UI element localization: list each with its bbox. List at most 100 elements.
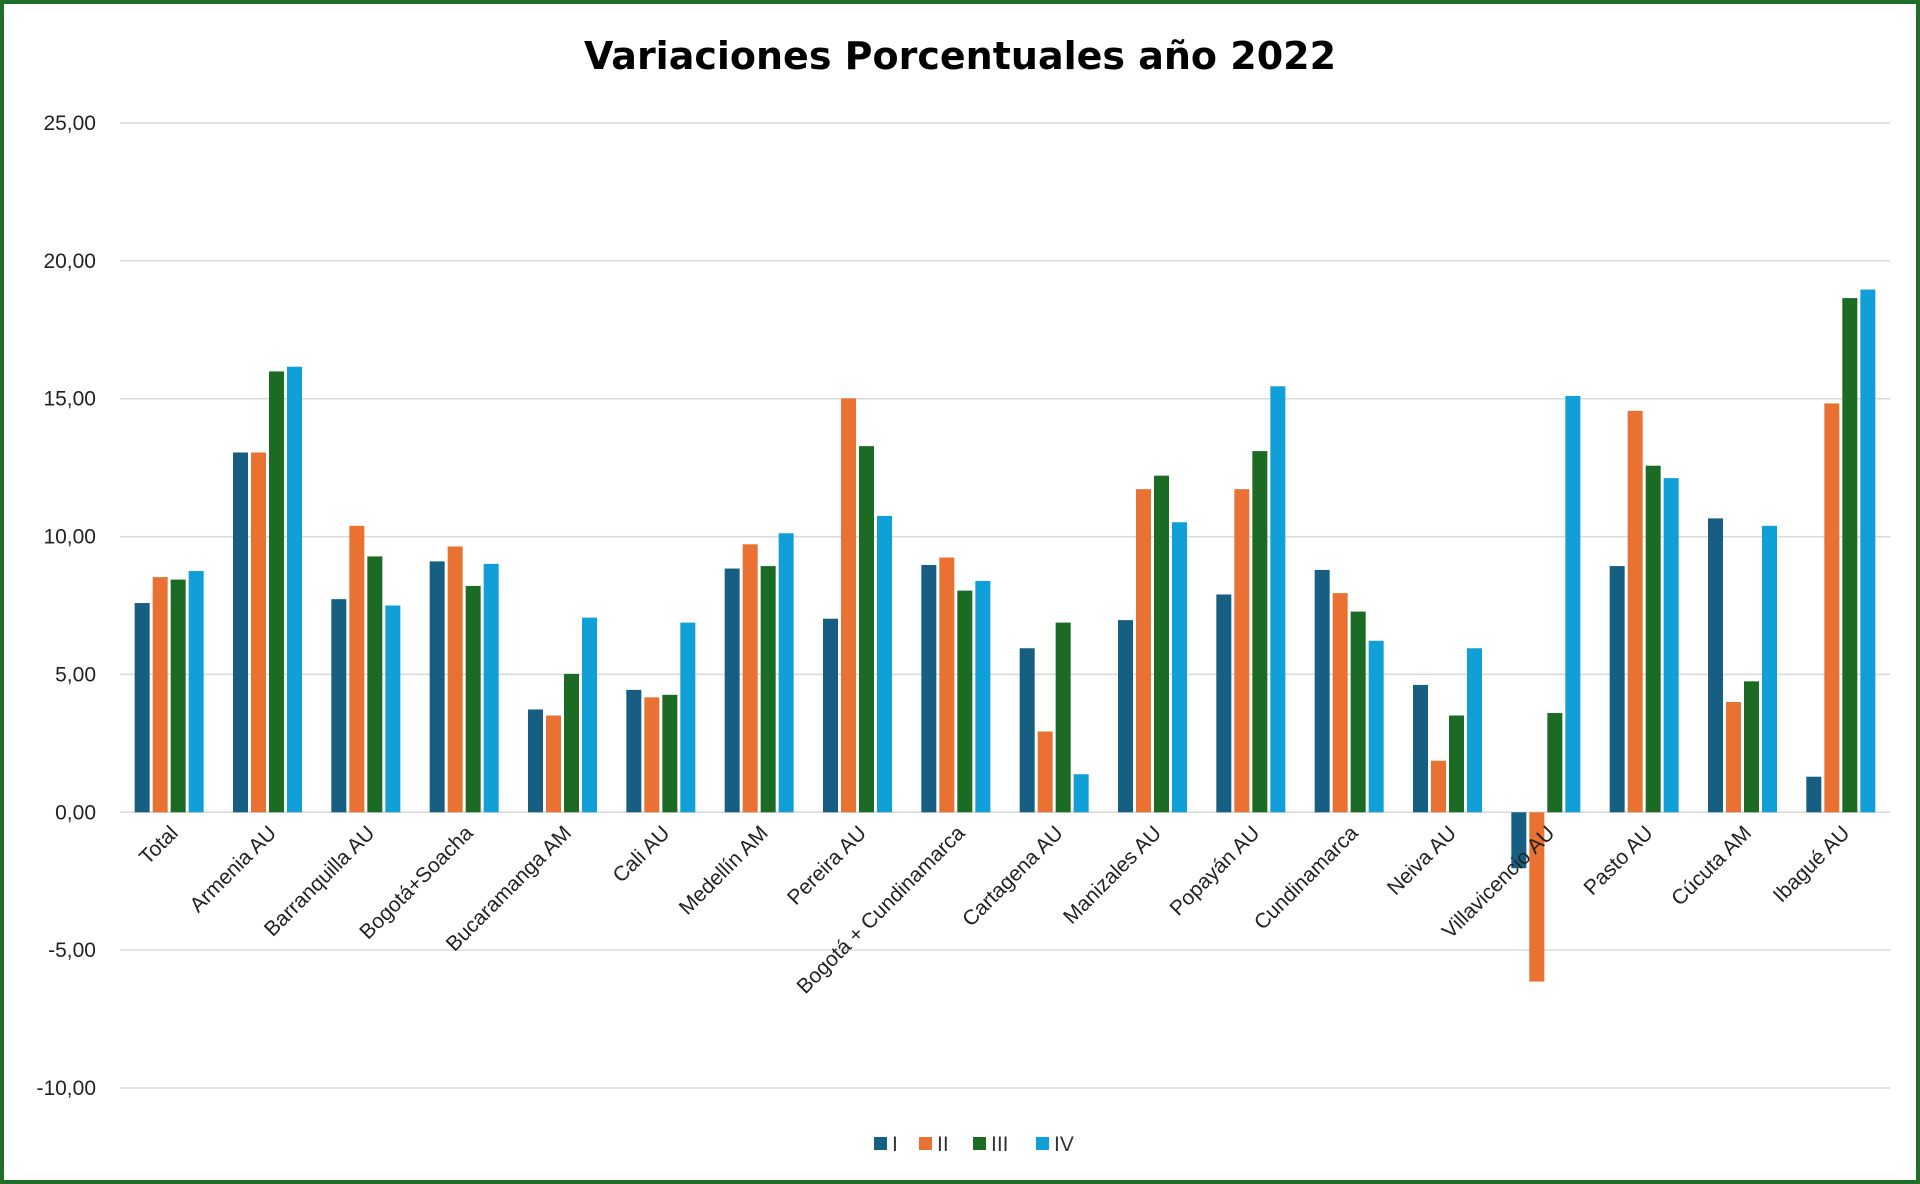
y-tick-label: -5,00: [48, 939, 96, 962]
bar-II-17: [1824, 403, 1840, 813]
y-tick-label: 15,00: [43, 388, 96, 411]
bar-III-2: [367, 556, 383, 813]
bar-IV-2: [385, 605, 401, 813]
x-tick-label: Manizales AU: [1059, 822, 1166, 929]
bar-IV-3: [483, 563, 499, 813]
bar-II-1: [251, 452, 266, 813]
bar-III-4: [564, 673, 579, 813]
x-tick-label: Neiva AU: [1383, 822, 1461, 900]
bar-III-10: [1154, 475, 1169, 813]
x-tick-label: Medellín AM: [675, 822, 773, 920]
bar-IV-7: [877, 515, 892, 813]
legend-label: II: [937, 1133, 949, 1156]
y-tick-label: 0,00: [55, 801, 96, 824]
bar-II-3: [447, 546, 463, 813]
bar-I-14: [1511, 812, 1527, 869]
bar-II-0: [152, 577, 168, 813]
bar-IV-8: [975, 580, 991, 813]
bar-II-10: [1136, 489, 1151, 813]
x-tick-label: Ibagué AU: [1769, 822, 1855, 908]
bar-I-3: [429, 561, 445, 813]
bar-II-14: [1529, 812, 1545, 982]
bar-IV-17: [1860, 289, 1876, 813]
bar-II-13: [1431, 760, 1446, 813]
bar-III-17: [1842, 298, 1858, 813]
bar-III-14: [1547, 713, 1563, 813]
y-tick-label: 5,00: [55, 663, 96, 686]
bar-II-11: [1234, 489, 1250, 813]
bar-I-16: [1708, 518, 1723, 813]
x-tick-label: Cúcuta AM: [1667, 822, 1756, 911]
bar-II-5: [644, 697, 660, 813]
bar-IV-13: [1467, 648, 1482, 813]
bar-III-8: [957, 590, 973, 813]
bar-I-13: [1413, 684, 1428, 813]
bar-III-5: [662, 694, 678, 813]
bar-I-12: [1314, 569, 1330, 813]
bar-I-2: [331, 599, 347, 813]
bar-I-0: [134, 603, 150, 813]
bar-II-16: [1726, 702, 1741, 813]
bar-I-15: [1609, 566, 1625, 813]
legend-swatch-IV: [1036, 1137, 1049, 1150]
x-tick-label: Armenia AU: [186, 822, 281, 917]
bar-III-16: [1744, 681, 1759, 813]
legend-swatch-I: [874, 1137, 887, 1150]
x-tick-label: Cartagena AU: [958, 822, 1068, 932]
bar-I-1: [233, 452, 248, 813]
legend-swatch-III: [973, 1137, 986, 1150]
x-tick-label: Pereira AU: [783, 822, 871, 910]
legend-label: IV: [1054, 1133, 1074, 1156]
bar-II-12: [1332, 593, 1348, 813]
bar-III-11: [1252, 451, 1268, 813]
y-tick-label: 10,00: [43, 526, 96, 549]
bar-II-8: [939, 557, 955, 813]
y-tick-label: -10,00: [36, 1077, 96, 1100]
x-tick-label: Total: [135, 822, 183, 870]
bar-III-3: [465, 585, 481, 813]
bar-II-4: [546, 715, 561, 813]
bar-II-7: [841, 398, 856, 813]
bar-IV-9: [1073, 774, 1089, 813]
bar-I-17: [1806, 776, 1822, 813]
bar-IV-11: [1270, 386, 1286, 813]
x-tick-label: Pasto AU: [1580, 822, 1658, 900]
bar-II-2: [349, 525, 365, 813]
bar-III-1: [269, 371, 284, 813]
bar-III-7: [859, 446, 874, 813]
x-tick-label: Cundinamarca: [1250, 821, 1363, 934]
x-tick-label: Cali AU: [609, 822, 675, 888]
x-tick-label: Bogotá + Cundinamarca: [793, 821, 970, 998]
bar-III-13: [1449, 715, 1464, 813]
y-tick-label: 25,00: [43, 112, 96, 135]
bar-IV-4: [582, 617, 597, 813]
bar-III-15: [1645, 465, 1661, 813]
bar-IV-15: [1663, 478, 1679, 813]
bar-III-0: [170, 579, 186, 813]
bar-IV-6: [778, 533, 794, 813]
bar-I-7: [823, 618, 838, 813]
chart-title: Variaciones Porcentuales año 2022: [583, 34, 1337, 78]
bar-I-8: [921, 564, 937, 813]
bar-IV-1: [287, 366, 302, 813]
bar-I-6: [724, 568, 740, 813]
legend-swatch-II: [919, 1137, 932, 1150]
bar-IV-14: [1565, 395, 1581, 813]
bar-II-9: [1037, 731, 1053, 813]
y-tick-label: 20,00: [43, 250, 96, 273]
bar-III-12: [1350, 611, 1366, 813]
bar-I-4: [528, 709, 543, 813]
bar-IV-10: [1172, 522, 1187, 813]
legend-label: III: [991, 1133, 1009, 1156]
x-tick-label: Popayán AU: [1166, 822, 1265, 921]
bar-II-15: [1627, 410, 1643, 813]
bar-III-9: [1055, 622, 1071, 813]
bar-IV-12: [1368, 640, 1384, 813]
bar-II-6: [742, 544, 758, 813]
bar-IV-0: [188, 571, 204, 813]
bar-I-9: [1019, 648, 1035, 813]
bar-I-10: [1118, 620, 1133, 813]
legend-label: I: [892, 1133, 898, 1156]
bar-I-5: [626, 689, 642, 813]
